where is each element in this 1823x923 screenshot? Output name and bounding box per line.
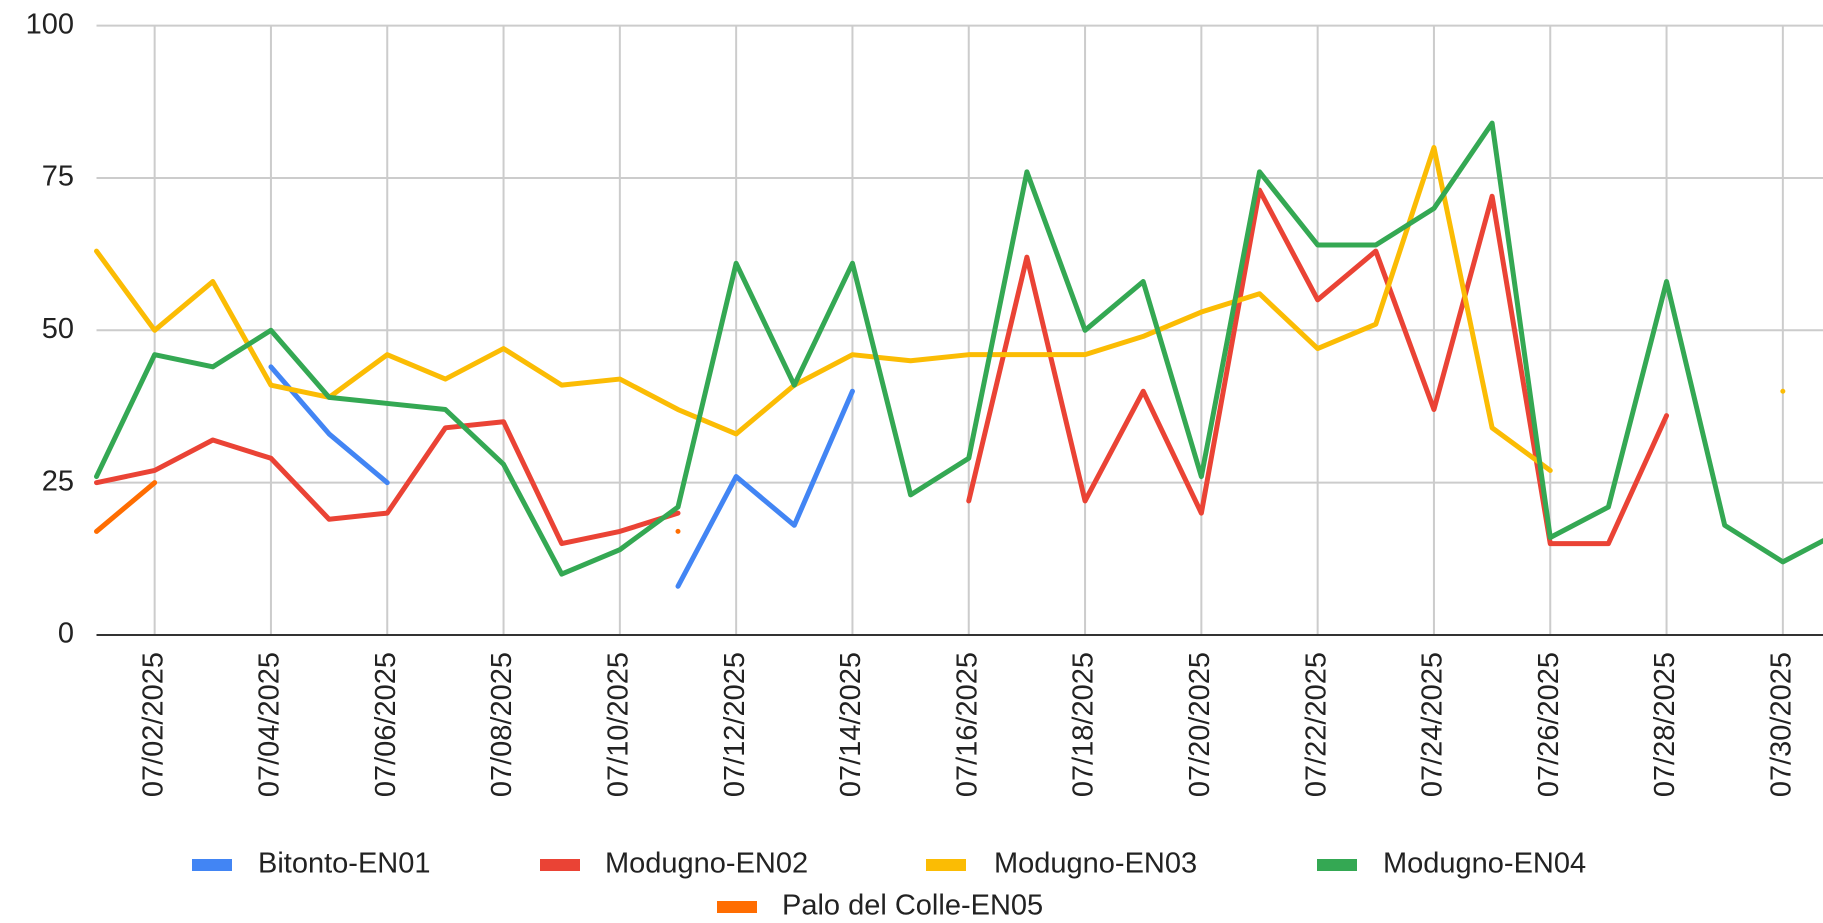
legend-label: Modugno-EN02 — [605, 848, 808, 880]
legend-label: Modugno-EN03 — [994, 848, 1197, 880]
x-tick-label: 07/12/2025 — [719, 652, 751, 797]
y-tick-label: 75 — [42, 161, 74, 193]
x-tick-label: 07/06/2025 — [370, 652, 402, 797]
series-line — [94, 187, 1670, 547]
y-tick-label: 100 — [26, 8, 74, 40]
y-tick-label: 0 — [58, 618, 74, 650]
legend-swatch — [1317, 859, 1357, 871]
x-tick-label: 07/22/2025 — [1300, 652, 1332, 797]
series-line — [94, 480, 681, 534]
legend-label: Modugno-EN04 — [1383, 848, 1586, 880]
series-line — [94, 144, 1786, 473]
legend-swatch — [540, 859, 580, 871]
x-tick-label: 07/14/2025 — [835, 652, 867, 797]
legend-swatch — [192, 859, 232, 871]
x-tick-label: 07/26/2025 — [1533, 652, 1565, 797]
legend-swatch — [717, 901, 757, 913]
legend-label: Palo del Colle-EN05 — [782, 890, 1043, 922]
legend-label: Bitonto-EN01 — [258, 848, 431, 880]
x-tick-label: 07/10/2025 — [603, 652, 635, 797]
y-tick-label: 50 — [42, 313, 74, 345]
legend-swatch — [926, 859, 966, 871]
x-tick-label: 07/18/2025 — [1068, 652, 1100, 797]
x-tick-label: 07/24/2025 — [1417, 652, 1449, 797]
x-tick-label: 07/04/2025 — [254, 652, 286, 797]
x-tick-label: 07/16/2025 — [951, 652, 983, 797]
y-tick-label: 25 — [42, 465, 74, 497]
series-line — [94, 120, 1823, 577]
x-tick-label: 07/28/2025 — [1649, 652, 1681, 797]
x-tick-label: 07/30/2025 — [1766, 652, 1798, 797]
x-tick-label: 07/08/2025 — [486, 652, 518, 797]
x-tick-label: 07/02/2025 — [137, 652, 169, 797]
x-tick-label: 07/20/2025 — [1184, 652, 1216, 797]
